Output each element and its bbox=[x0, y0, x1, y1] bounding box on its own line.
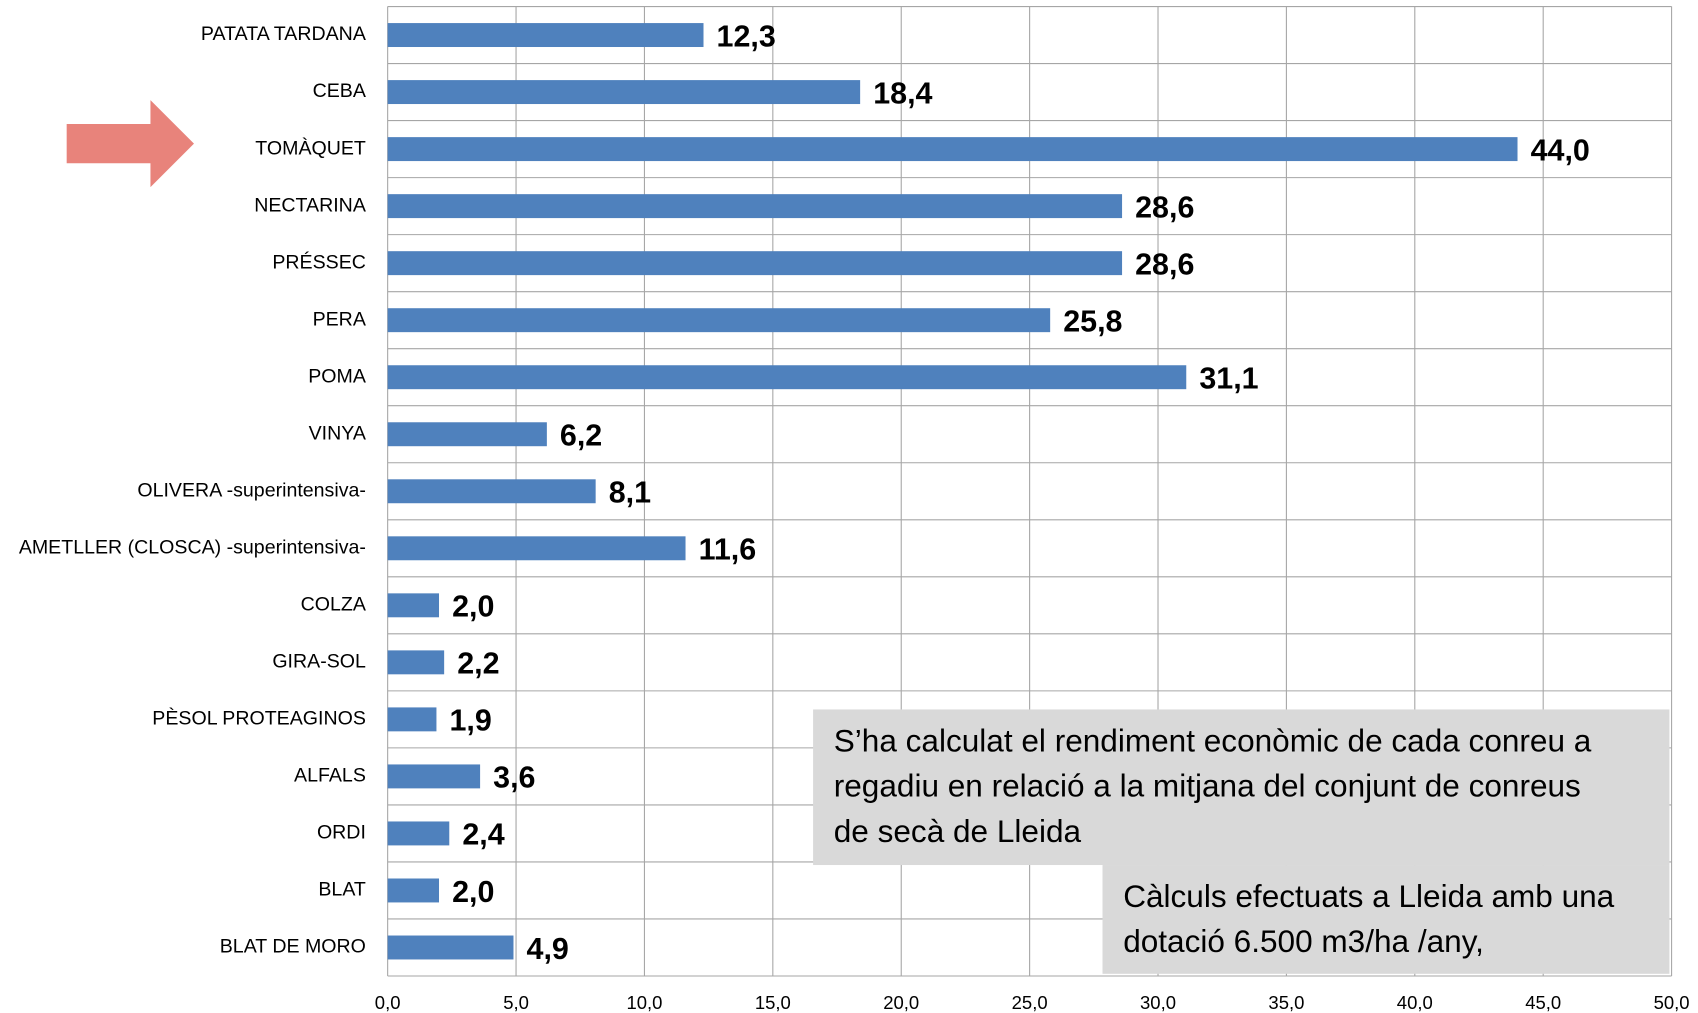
bar bbox=[387, 593, 440, 618]
x-tick-label: 15,0 bbox=[755, 992, 791, 1013]
y-tick-label: ALFALS bbox=[294, 765, 366, 787]
bar bbox=[387, 878, 440, 903]
x-tick-label: 40,0 bbox=[1397, 992, 1433, 1013]
value-label: 18,4 bbox=[873, 76, 932, 110]
bar bbox=[387, 194, 1123, 219]
bar bbox=[387, 935, 514, 960]
y-tick-label: ORDI bbox=[317, 822, 366, 844]
x-tick-label: 10,0 bbox=[626, 992, 662, 1013]
bar bbox=[387, 23, 704, 48]
bar bbox=[387, 536, 686, 561]
x-tick-label: 20,0 bbox=[883, 992, 919, 1013]
value-label: 6,2 bbox=[560, 419, 602, 453]
value-label: 28,6 bbox=[1135, 190, 1194, 224]
annotation-box bbox=[1102, 865, 1670, 974]
bar bbox=[387, 764, 481, 789]
bar bbox=[387, 365, 1187, 390]
y-tick-label: POMA bbox=[308, 365, 367, 387]
value-label: 2,2 bbox=[457, 647, 499, 681]
value-label: 8,1 bbox=[609, 476, 651, 510]
y-tick-label: TOMÀQUET bbox=[255, 136, 366, 159]
annotation-box bbox=[813, 709, 1670, 866]
y-tick-label: BLAT bbox=[318, 879, 366, 901]
x-tick-label: 45,0 bbox=[1525, 992, 1561, 1013]
annotation-text: S’ha calculat el rendiment econòmic de c… bbox=[834, 722, 1592, 758]
y-tick-label: OLIVERA -superintensiva- bbox=[137, 479, 366, 501]
y-tick-label: BLAT DE MORO bbox=[220, 936, 366, 958]
y-tick-label: PATATA TARDANA bbox=[201, 23, 367, 45]
value-label: 1,9 bbox=[450, 704, 492, 738]
value-label: 4,9 bbox=[527, 932, 569, 966]
bar bbox=[387, 422, 547, 447]
x-tick-label: 50,0 bbox=[1654, 992, 1690, 1013]
value-label: 2,0 bbox=[452, 590, 494, 624]
bar bbox=[387, 80, 861, 105]
y-tick-label: COLZA bbox=[301, 593, 367, 615]
value-label: 25,8 bbox=[1063, 304, 1122, 338]
annotation-text: Càlculs efectuats a Lleida amb una bbox=[1123, 878, 1614, 914]
annotation-text: dotació 6.500 m3/ha /any, bbox=[1123, 923, 1484, 959]
y-tick-label: GIRA-SOL bbox=[272, 651, 366, 673]
y-tick-label: PERA bbox=[313, 308, 367, 330]
value-label: 2,4 bbox=[462, 818, 504, 852]
y-tick-label: AMETLLER (CLOSCA) -superintensiva- bbox=[19, 536, 366, 558]
annotation-text: regadiu en relació a la mitjana del conj… bbox=[834, 768, 1581, 804]
bar bbox=[387, 821, 450, 846]
y-tick-label: PRÉSSEC bbox=[272, 250, 366, 273]
plot: PATATA TARDANA 12,3 CEBA 18,4 TOMÀQUET 44,0 NE… bbox=[19, 19, 1590, 965]
bar bbox=[387, 308, 1051, 333]
y-tick-label: PÈSOL PROTEAGINOS bbox=[152, 707, 366, 730]
value-label: 11,6 bbox=[699, 533, 757, 567]
x-tick-label: 35,0 bbox=[1268, 992, 1304, 1013]
y-tick-label: CEBA bbox=[313, 80, 367, 102]
value-label: 12,3 bbox=[717, 19, 776, 53]
arrow bbox=[66, 100, 194, 188]
x-tick-label: 25,0 bbox=[1012, 992, 1048, 1013]
annotations: S’ha calculat el rendiment econòmic de c… bbox=[813, 709, 1670, 974]
x-tick-label: 0,0 bbox=[375, 992, 401, 1013]
y-tick-label: NECTARINA bbox=[254, 194, 367, 216]
bar bbox=[387, 137, 1518, 162]
annotation-text: de secà de Lleida bbox=[834, 813, 1082, 849]
x-tick-label: 5,0 bbox=[503, 992, 529, 1013]
bar bbox=[387, 707, 437, 732]
value-label: 3,6 bbox=[493, 761, 535, 795]
bar bbox=[387, 650, 445, 675]
value-label: 28,6 bbox=[1135, 247, 1194, 281]
bar bbox=[387, 479, 596, 504]
bar bbox=[387, 251, 1123, 276]
value-label: 31,1 bbox=[1199, 362, 1258, 396]
value-label: 44,0 bbox=[1531, 133, 1590, 167]
x-tick-label: 30,0 bbox=[1140, 992, 1176, 1013]
y-tick-label: VINYA bbox=[309, 422, 367, 444]
value-label: 2,0 bbox=[452, 875, 494, 909]
